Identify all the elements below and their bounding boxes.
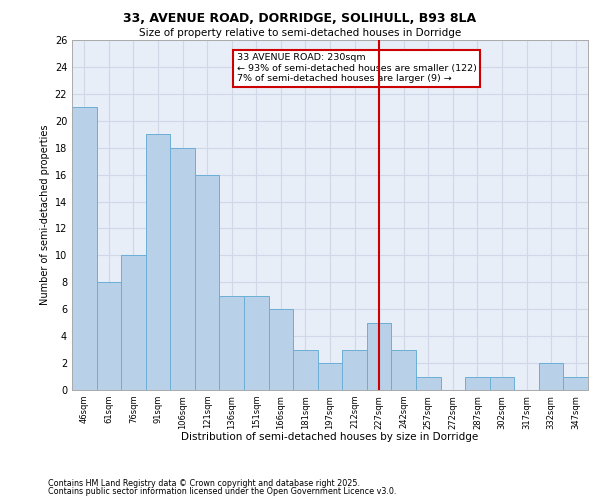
Bar — [465, 376, 490, 390]
Bar — [170, 148, 195, 390]
Text: Contains HM Land Registry data © Crown copyright and database right 2025.: Contains HM Land Registry data © Crown c… — [48, 478, 360, 488]
Bar — [97, 282, 121, 390]
Bar — [367, 322, 391, 390]
Bar — [220, 296, 244, 390]
Text: Contains public sector information licensed under the Open Government Licence v3: Contains public sector information licen… — [48, 487, 397, 496]
Bar — [342, 350, 367, 390]
Bar — [146, 134, 170, 390]
X-axis label: Distribution of semi-detached houses by size in Dorridge: Distribution of semi-detached houses by … — [181, 432, 479, 442]
Bar — [269, 309, 293, 390]
Bar — [416, 376, 440, 390]
Bar — [391, 350, 416, 390]
Bar — [121, 256, 146, 390]
Bar — [72, 108, 97, 390]
Text: 33, AVENUE ROAD, DORRIDGE, SOLIHULL, B93 8LA: 33, AVENUE ROAD, DORRIDGE, SOLIHULL, B93… — [124, 12, 476, 26]
Bar — [563, 376, 588, 390]
Y-axis label: Number of semi-detached properties: Number of semi-detached properties — [40, 124, 50, 305]
Bar — [293, 350, 318, 390]
Bar — [318, 363, 342, 390]
Bar — [244, 296, 269, 390]
Bar — [195, 174, 220, 390]
Bar — [490, 376, 514, 390]
Text: 33 AVENUE ROAD: 230sqm
← 93% of semi-detached houses are smaller (122)
7% of sem: 33 AVENUE ROAD: 230sqm ← 93% of semi-det… — [236, 54, 476, 84]
Bar — [539, 363, 563, 390]
Text: Size of property relative to semi-detached houses in Dorridge: Size of property relative to semi-detach… — [139, 28, 461, 38]
